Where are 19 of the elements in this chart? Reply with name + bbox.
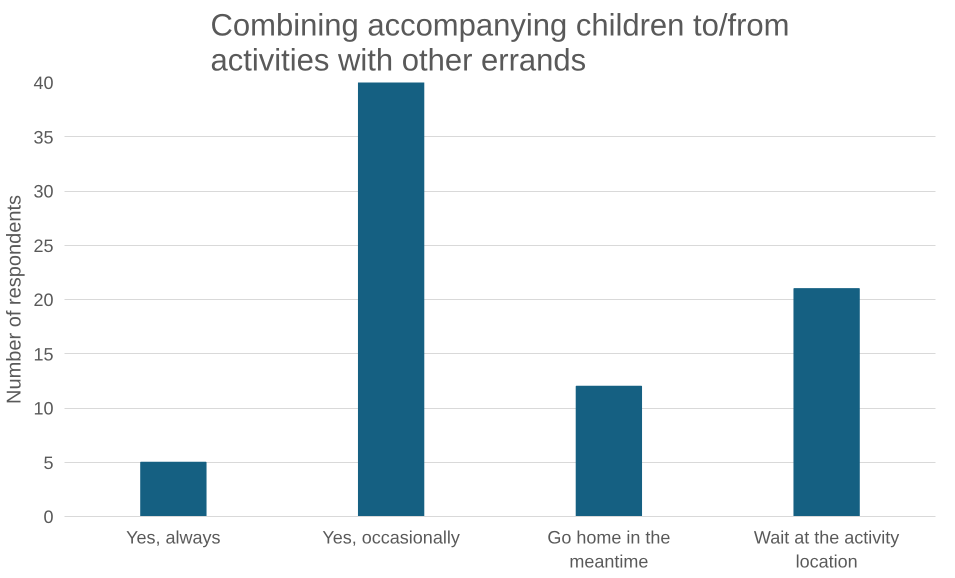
x-tick-label: Go home in the meantime [547, 528, 670, 572]
y-tick-label: 0 [43, 507, 54, 527]
y-tick-label: 25 [33, 236, 54, 256]
chart-title: Combining accompanying children to/from activities with other errands [210, 8, 790, 78]
y-tick-label: 30 [33, 182, 54, 202]
y-tick-label: 20 [33, 290, 54, 310]
y-tick-label: 5 [43, 452, 54, 473]
bar [140, 462, 207, 516]
x-tick-label: Wait at the activity location [754, 528, 900, 572]
y-tick-label: 10 [33, 398, 54, 418]
y-tick-label: 40 [33, 73, 54, 93]
bar [793, 288, 860, 516]
y-axis-title: Number of respondents [3, 194, 26, 404]
bar [358, 82, 424, 516]
x-tick-label: Yes, occasionally [322, 528, 460, 548]
y-tick-label: 35 [33, 127, 54, 148]
y-tick-label: 15 [33, 344, 54, 364]
bar [576, 386, 642, 516]
x-tick-label: Yes, always [126, 528, 221, 548]
